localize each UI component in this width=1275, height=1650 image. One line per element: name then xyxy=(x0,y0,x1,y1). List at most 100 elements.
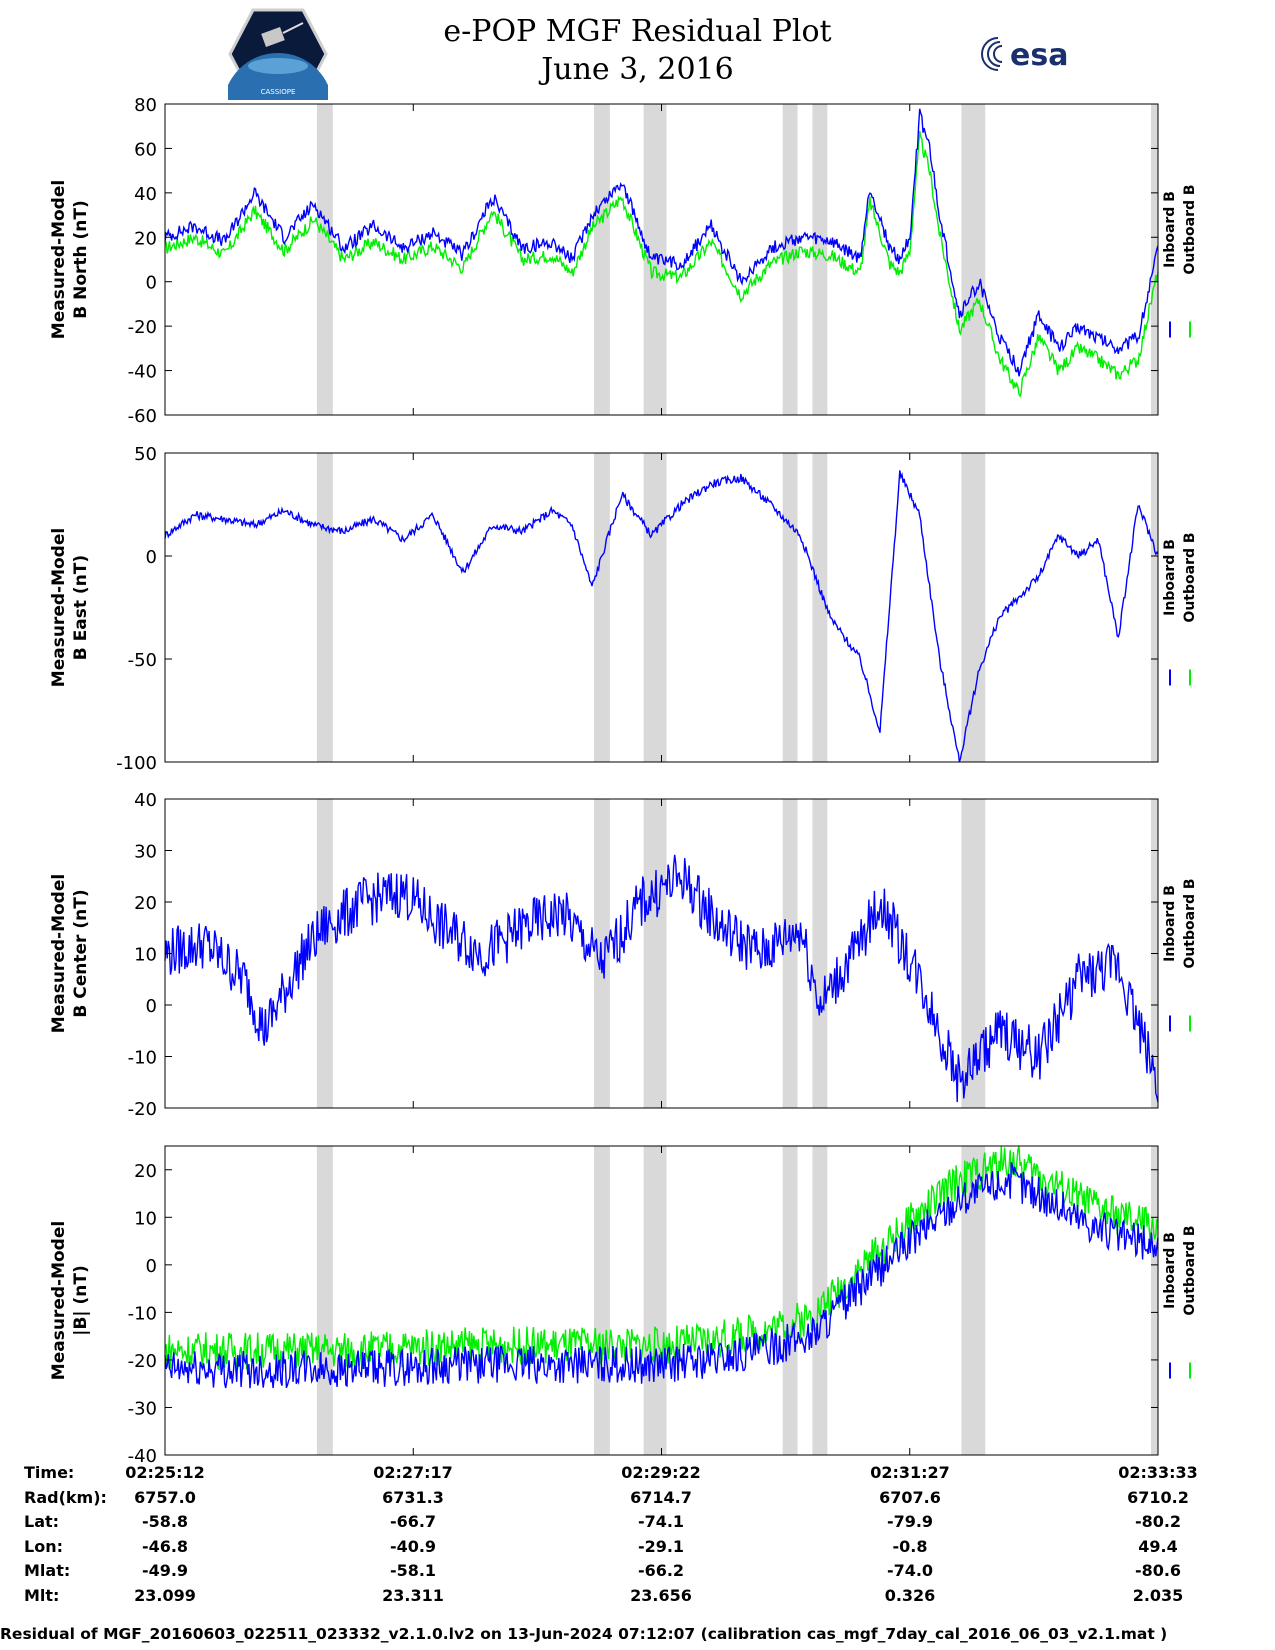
legend-label: Inboard B xyxy=(1162,539,1178,616)
series-line-inboard xyxy=(164,108,1159,377)
orbit-info-label: Mlt: xyxy=(24,1585,60,1605)
plot-caption: Residual of MGF_20160603_022511_023332_v… xyxy=(0,1625,1168,1643)
y-tick-label: -50 xyxy=(128,650,157,671)
y-axis-label: Measured-Model xyxy=(49,528,69,687)
orbit-info-value: 2.035 xyxy=(1132,1585,1184,1605)
orbit-info-value: 02:27:17 xyxy=(373,1463,453,1482)
orbit-info-value: 6710.2 xyxy=(1127,1487,1189,1507)
series-line-inboard xyxy=(164,854,1159,1103)
orbit-info-value: -74.1 xyxy=(637,1512,685,1531)
legend-label: Outboard B xyxy=(1182,878,1198,968)
y-tick-label: 10 xyxy=(134,1208,157,1229)
orbit-info-label: Lon: xyxy=(24,1536,63,1556)
y-tick-label: -40 xyxy=(128,362,157,383)
orbit-info-value: 23.099 xyxy=(134,1585,196,1605)
y-axis-label: B North (nT) xyxy=(71,200,91,319)
y-axis-label: B East (nT) xyxy=(71,555,91,660)
orbit-info-label: Rad(km): xyxy=(24,1487,107,1507)
gap-band xyxy=(316,1146,333,1455)
gap-band xyxy=(812,453,828,762)
legend-label: Outboard B xyxy=(1182,532,1198,622)
orbit-info-value: 23.656 xyxy=(630,1585,692,1605)
orbit-info-value: 02:29:22 xyxy=(621,1463,701,1482)
y-tick-label: 30 xyxy=(134,842,157,863)
y-tick-label: 0 xyxy=(146,996,157,1017)
orbit-info-row: Lon: -46.8 -40.9 -29.1 -0.8 49.4 xyxy=(0,1537,1275,1561)
orbit-info-value: -80.2 xyxy=(1134,1512,1182,1531)
orbit-info-value: -74.0 xyxy=(886,1561,934,1580)
y-tick-label: -100 xyxy=(116,753,157,774)
legend-label: Inboard B xyxy=(1162,885,1178,962)
legend-label: Outboard B xyxy=(1182,184,1198,274)
y-axis-label: Measured-Model xyxy=(49,180,69,339)
orbit-info-value: -49.9 xyxy=(141,1561,189,1580)
y-tick-label: -30 xyxy=(128,1398,157,1419)
orbit-info-value: 02:25:12 xyxy=(125,1463,205,1482)
orbit-info-row: Time: 02:25:12 02:27:17 02:29:22 02:31:27 02:… xyxy=(0,1463,1275,1487)
y-tick-label: -20 xyxy=(128,1351,157,1372)
legend-label: Outboard B xyxy=(1182,1225,1198,1315)
gap-band xyxy=(593,799,610,1108)
orbit-info-value: -46.8 xyxy=(141,1536,189,1556)
y-tick-label: -20 xyxy=(128,1099,157,1120)
orbit-info-value: -79.9 xyxy=(886,1512,934,1531)
orbit-info-label: Time: xyxy=(24,1463,75,1482)
orbit-info-value: 23.311 xyxy=(382,1585,444,1605)
orbit-info-value: 49.4 xyxy=(1138,1536,1178,1556)
y-tick-label: 50 xyxy=(134,444,157,465)
esa-logo-text: esa xyxy=(1010,38,1068,73)
y-tick-label: -40 xyxy=(128,1446,157,1467)
gap-band xyxy=(1151,1146,1158,1455)
orbit-info-label: Lat: xyxy=(24,1512,60,1531)
orbit-info-value: 6714.7 xyxy=(630,1487,692,1507)
gap-band xyxy=(812,104,828,415)
gap-band xyxy=(812,1146,828,1455)
gap-band xyxy=(593,453,610,762)
y-tick-label: 10 xyxy=(134,945,157,966)
orbit-info-value: -40.9 xyxy=(389,1536,437,1556)
gap-band xyxy=(316,453,333,762)
gap-band xyxy=(782,1146,798,1455)
orbit-info-value: 02:31:27 xyxy=(870,1463,950,1482)
gap-band xyxy=(782,104,798,415)
y-tick-label: 20 xyxy=(134,228,157,249)
y-tick-label: -10 xyxy=(128,1048,157,1069)
y-tick-label: 80 xyxy=(134,95,157,116)
y-tick-label: 40 xyxy=(134,184,157,205)
gap-band xyxy=(643,453,667,762)
y-tick-label: -10 xyxy=(128,1303,157,1324)
esa-logo-icon: esa xyxy=(981,37,1068,73)
series-line-inboard xyxy=(164,1162,1159,1389)
gap-band xyxy=(643,799,667,1108)
series-line-inboard xyxy=(164,470,1159,763)
series-line-outboard xyxy=(164,130,1159,398)
gap-band xyxy=(593,1146,610,1455)
y-tick-label: 0 xyxy=(146,547,157,568)
y-tick-label: 20 xyxy=(134,893,157,914)
y-tick-label: -60 xyxy=(128,406,157,427)
orbit-info-row: Rad(km): 6757.0 6731.3 6714.7 6707.6 6710.2 xyxy=(0,1488,1275,1512)
plot-date: June 3, 2016 xyxy=(541,52,734,87)
legend-label: Inboard B xyxy=(1162,1232,1178,1309)
gap-band xyxy=(961,799,986,1108)
gap-band xyxy=(961,104,986,415)
gap-band xyxy=(316,104,333,415)
orbit-info-value: -66.7 xyxy=(389,1512,437,1531)
gap-band xyxy=(1151,453,1158,762)
orbit-info-label: Mlat: xyxy=(24,1561,71,1580)
orbit-info-value: -80.6 xyxy=(1134,1561,1182,1580)
orbit-info-row: Mlt: 23.099 23.311 23.656 0.326 2.035 xyxy=(0,1586,1275,1610)
y-tick-label: 0 xyxy=(146,1256,157,1277)
gap-band xyxy=(961,1146,986,1455)
y-tick-label: 0 xyxy=(146,273,157,294)
orbit-info-value: -66.2 xyxy=(637,1561,685,1580)
orbit-info-value: -0.8 xyxy=(892,1536,928,1556)
legend-label: Inboard B xyxy=(1162,191,1178,268)
orbit-info-value: 6707.6 xyxy=(879,1487,941,1507)
y-tick-label: 60 xyxy=(134,139,157,160)
gap-band xyxy=(812,799,828,1108)
cassiope-logo-text: CASSIOPE xyxy=(261,88,296,96)
y-tick-label: -20 xyxy=(128,317,157,338)
gap-band xyxy=(782,453,798,762)
